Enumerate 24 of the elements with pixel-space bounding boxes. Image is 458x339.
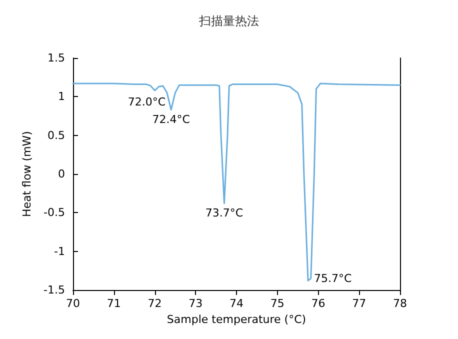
annotation: 75.7°C xyxy=(314,272,352,286)
x-tick-label: 76 xyxy=(311,297,326,310)
x-tick-label: 71 xyxy=(106,297,121,310)
y-tick-label: 1.5 xyxy=(48,52,65,64)
x-tick-label: 78 xyxy=(393,297,407,310)
x-tick-label: 72 xyxy=(148,297,162,310)
y-tick-label: 0.5 xyxy=(48,128,65,142)
x-tick-label: 73 xyxy=(188,297,203,310)
y-tick-label: -0.5 xyxy=(44,206,65,220)
x-tick-label: 70 xyxy=(66,297,80,310)
line-series xyxy=(72,82,401,282)
y-tick-label: 1 xyxy=(58,90,65,104)
y-tick-label: -1 xyxy=(54,244,65,258)
annotation: 73.7°C xyxy=(205,206,244,220)
y-tick-label: 0 xyxy=(58,168,65,180)
annotation: 72.4°C xyxy=(152,112,190,126)
x-axis-title: Sample temperature (°C) xyxy=(166,313,306,326)
x-tick-label: 74 xyxy=(230,297,244,310)
annotation: 72.0°C xyxy=(128,95,166,108)
x-tick-label: 75 xyxy=(270,297,284,310)
y-tick-label: -1.5 xyxy=(44,284,65,296)
chart-title: 扫描量热法 xyxy=(198,14,259,28)
y-axis-title: Heat flow (mW) xyxy=(20,131,34,217)
x-tick-label: 77 xyxy=(352,297,366,310)
